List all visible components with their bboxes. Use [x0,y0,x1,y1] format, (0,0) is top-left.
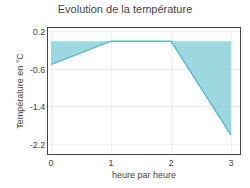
svg-text:heure par heure: heure par heure [112,170,176,180]
svg-text:0: 0 [48,158,53,168]
svg-text:Température en °C: Température en °C [15,53,25,129]
svg-text:-0.6: -0.6 [30,65,46,75]
svg-text:Evolution de la température: Evolution de la température [58,3,193,15]
svg-text:3: 3 [228,158,233,168]
svg-text:2: 2 [168,158,173,168]
svg-text:0.2: 0.2 [33,27,46,37]
svg-text:-2.2: -2.2 [30,140,46,150]
svg-text:-1.4: -1.4 [30,102,46,112]
svg-text:1: 1 [108,158,113,168]
